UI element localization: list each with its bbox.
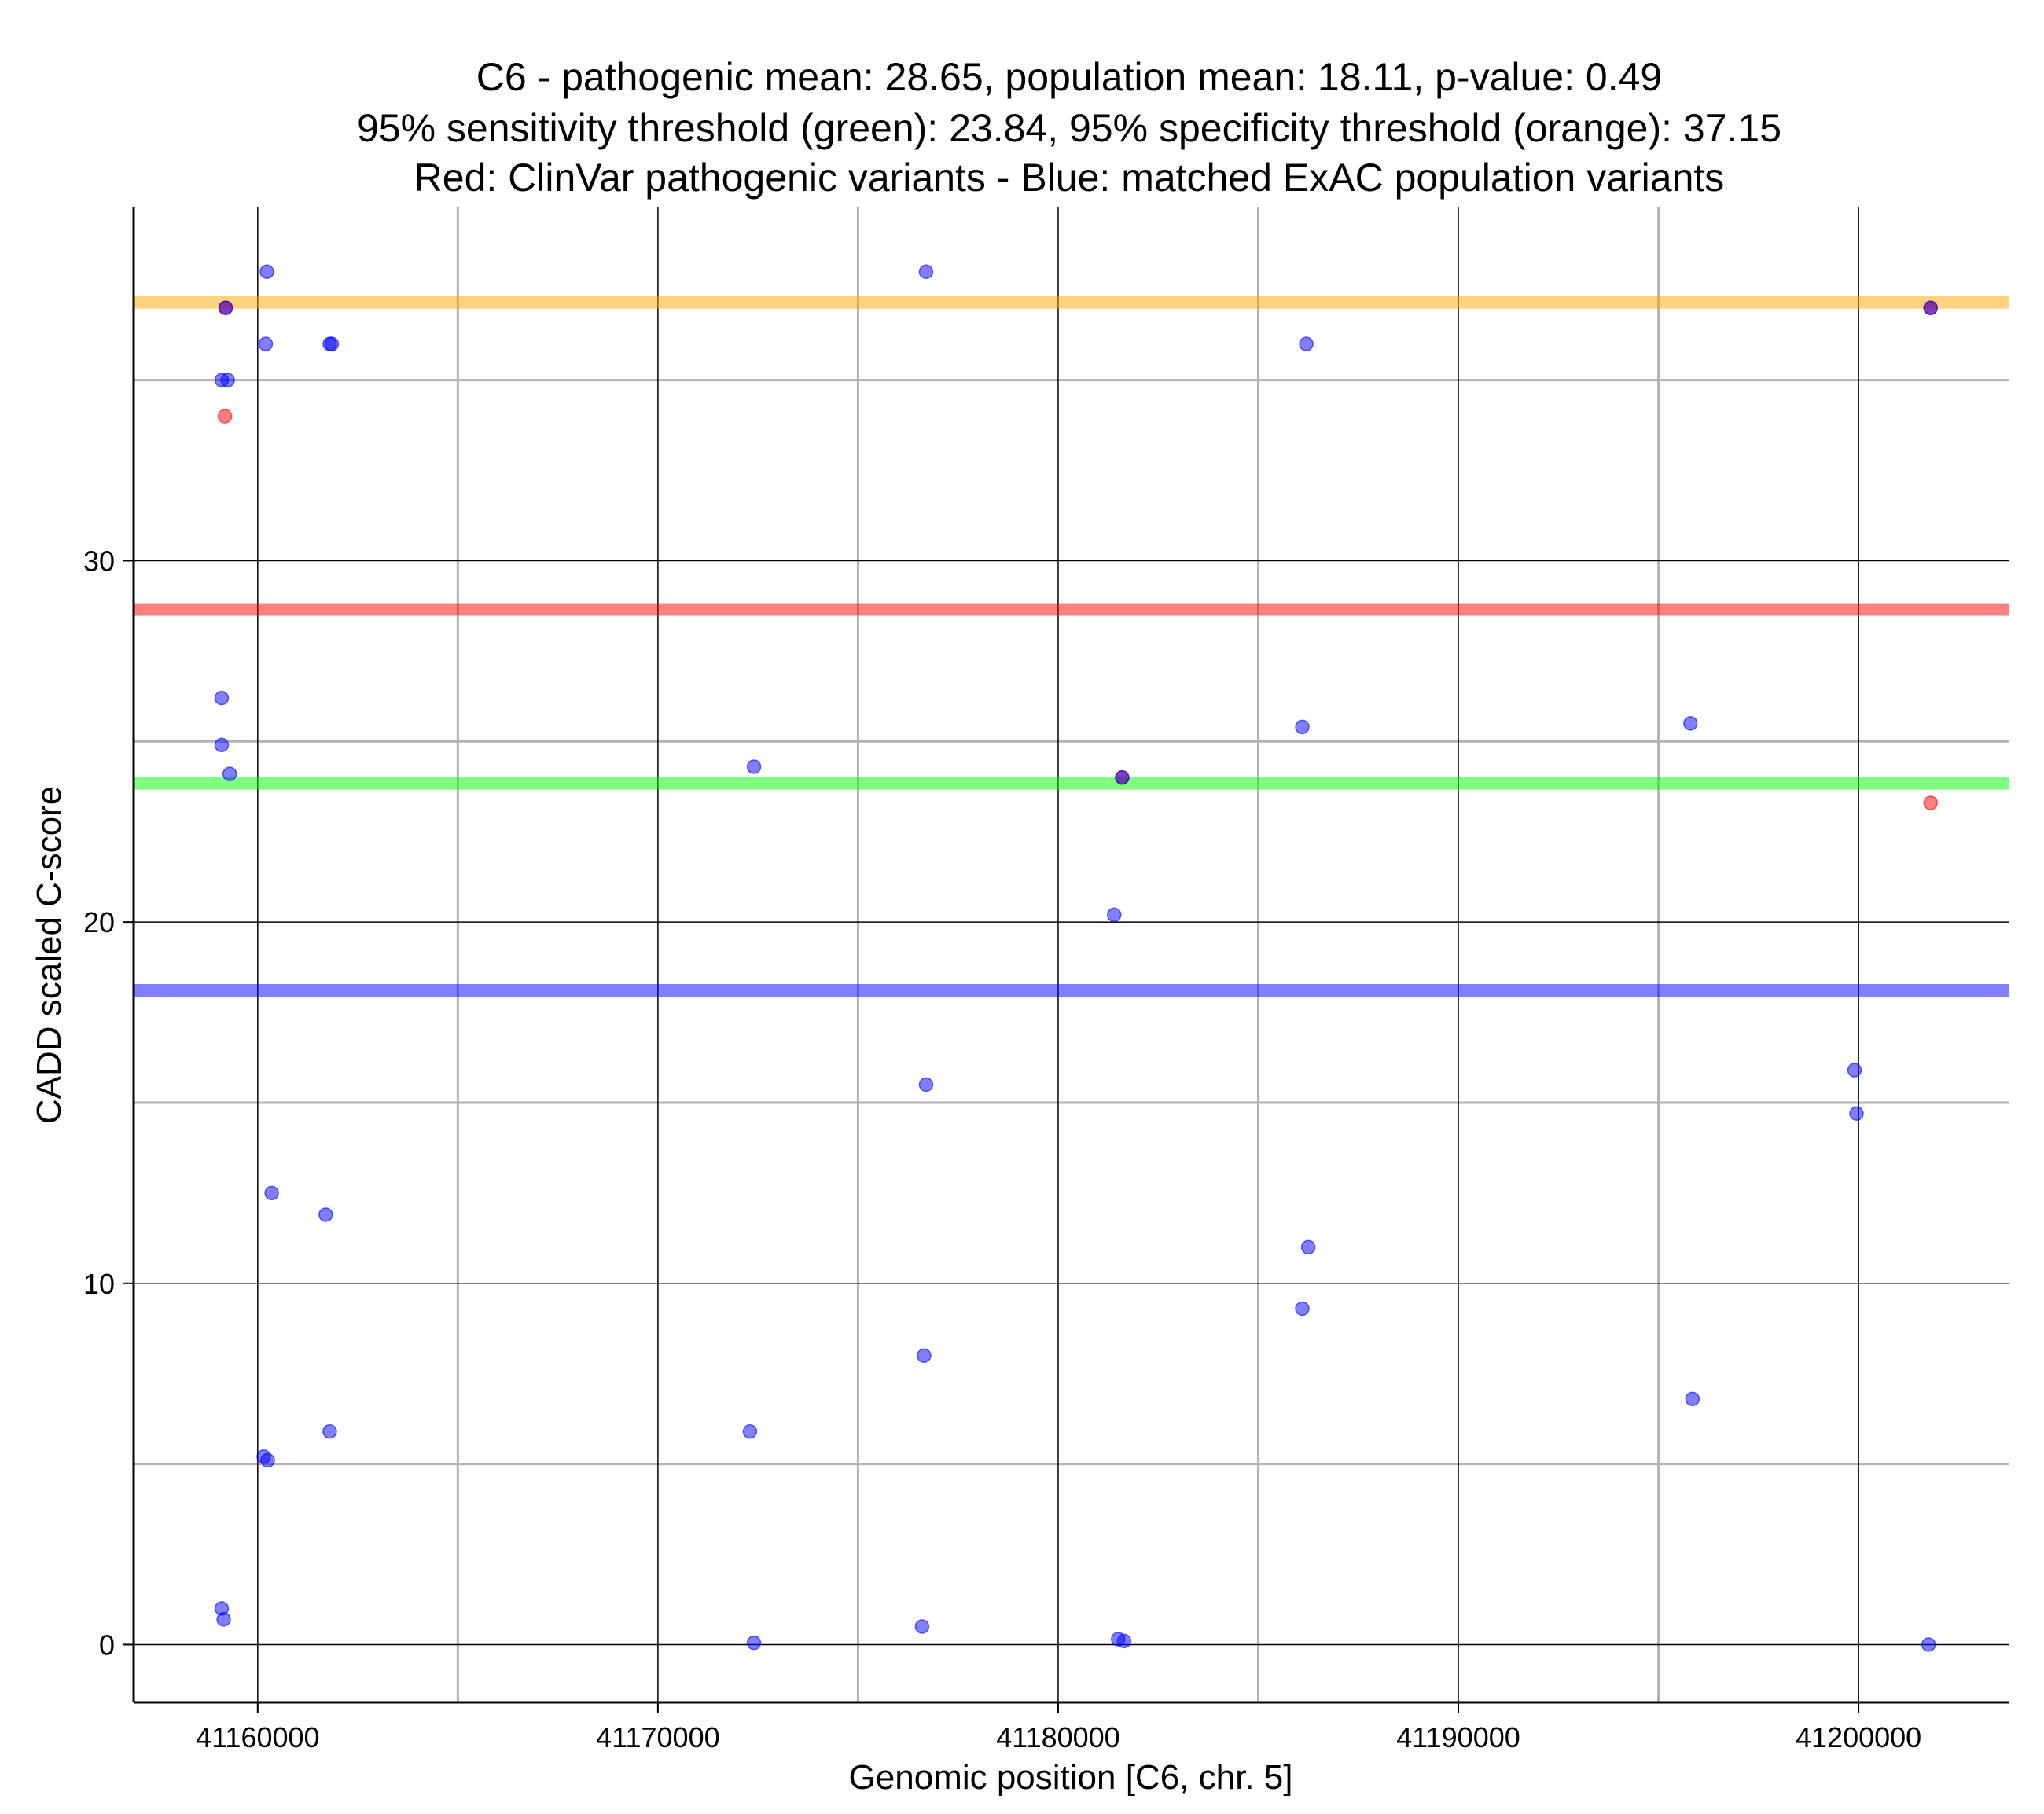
chart-title-line-3: Red: ClinVar pathogenic variants - Blue:… — [414, 156, 1725, 200]
y-tick-label: 10 — [83, 1268, 115, 1300]
x-ticks: 41160000 41170000 41180000 41190000 41200000 — [196, 1702, 1921, 1753]
population-point — [264, 1185, 279, 1201]
population-point — [220, 373, 235, 387]
population-point — [1115, 770, 1130, 785]
y-tick-label: 30 — [83, 545, 115, 577]
population-point — [214, 690, 230, 706]
x-tick-label: 41170000 — [596, 1721, 720, 1753]
minor-grid — [134, 207, 2009, 1702]
x-tick-label: 41160000 — [196, 1721, 320, 1753]
population-point — [260, 1452, 275, 1468]
population-point — [214, 737, 230, 753]
population-point — [1116, 1633, 1132, 1649]
population-point — [1849, 1106, 1864, 1122]
population-point — [1106, 907, 1122, 923]
population-point — [742, 1424, 758, 1439]
population-point — [746, 759, 762, 774]
population-point — [1683, 716, 1698, 731]
population-point — [318, 1207, 333, 1222]
population-point — [1299, 336, 1314, 351]
population-point — [216, 1612, 231, 1627]
population-point — [1921, 1637, 1936, 1652]
y-tick-label: 20 — [83, 906, 115, 938]
axes — [132, 207, 2009, 1704]
y-axis-title: CADD scaled C-score — [30, 786, 68, 1124]
population-point — [1685, 1391, 1700, 1407]
population-point — [746, 1635, 762, 1651]
population-point — [918, 264, 934, 279]
pathogenic-point — [1923, 795, 1938, 810]
chart-title: C6 - pathogenic mean: 28.65, population … — [357, 55, 1781, 200]
y-tick-label: 0 — [99, 1629, 115, 1661]
population-point — [1300, 1239, 1316, 1255]
major-grid — [134, 207, 2009, 1702]
x-tick-label: 41180000 — [996, 1721, 1120, 1753]
chart-title-line-2: 95% sensitivity threshold (green): 23.84… — [357, 106, 1781, 150]
population-point — [914, 1619, 930, 1634]
population-point — [1295, 1301, 1310, 1316]
population-point — [322, 1424, 337, 1439]
x-axis-title: Genomic position [C6, chr. 5] — [849, 1758, 1293, 1797]
population-point — [258, 336, 274, 351]
data-points — [214, 264, 1938, 1652]
chart-title-line-1: C6 - pathogenic mean: 28.65, population … — [476, 55, 1662, 99]
population-point — [1847, 1063, 1862, 1078]
x-tick-label: 41200000 — [1796, 1721, 1921, 1753]
reference-lines — [134, 296, 2009, 997]
y-ticks: 0 10 20 30 — [83, 545, 134, 1661]
population-point — [917, 1348, 932, 1363]
population-point — [324, 336, 340, 351]
population-point — [1923, 300, 1938, 315]
pathogenic-point — [217, 409, 233, 424]
x-tick-label: 41190000 — [1396, 1721, 1520, 1753]
population-point — [259, 264, 274, 279]
population-point — [218, 300, 233, 315]
population-point — [222, 766, 237, 781]
population-point — [918, 1077, 934, 1092]
population-point — [1295, 719, 1310, 735]
